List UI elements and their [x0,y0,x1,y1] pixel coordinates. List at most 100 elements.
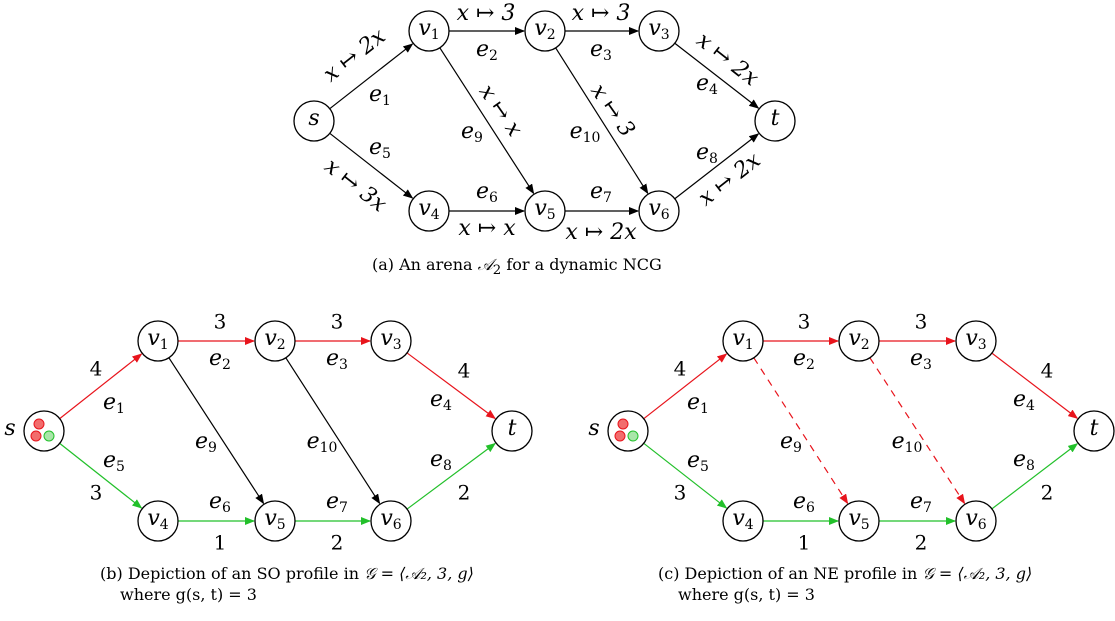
edge-label-e3: e3 [590,37,612,64]
edge-label-e8: e8 [696,140,718,167]
caption-a-suffix: for a dynamic NCG [501,255,662,274]
edge-e9 [753,357,849,505]
edge-label-e7: e7 [910,489,932,516]
caption-c-where: where g(s, t) = 3 [678,585,815,604]
node-v4 [137,500,179,542]
edge-load-e4: 4 [458,359,471,383]
edge-load-e4: 4 [1041,359,1054,383]
node-v4 [722,500,764,542]
edge-e8 [406,442,496,510]
edge-label-e8: e8 [430,447,452,474]
node-v5 [524,190,566,232]
caption-b: (b) Depiction of an SO profile in 𝒢 = ⟨𝒜… [100,563,474,605]
node-v6 [955,500,997,542]
caption-b-where: where g(s, t) = 3 [120,585,257,604]
edge-load-e1: 4 [674,357,687,381]
edge-e9 [168,357,265,505]
node-label-t: t [771,106,780,131]
edge-label-e6: e6 [209,489,231,516]
edge-label-e1: e1 [369,82,391,109]
edge-e8 [991,443,1079,510]
player-token-red [617,418,629,430]
edge-load-e2: 3 [798,310,811,334]
edge-label-e9: e9 [780,429,802,456]
edge-load-e6: 1 [798,531,811,555]
node-v2 [524,10,566,52]
edge-label-e5: e5 [687,448,709,475]
edge-label-e7: e7 [590,179,612,206]
node-label-s: s [4,416,15,441]
caption-b-prefix: (b) Depiction of an SO profile in [100,564,365,583]
edge-label-e10: e10 [307,429,338,456]
caption-a: (a) An arena 𝒜2 for a dynamic NCG [372,254,662,281]
edge-e5 [643,442,728,509]
node-v1 [408,10,450,52]
edge-label-e3: e3 [910,346,932,373]
node-s [293,100,335,142]
edge-e1 [329,43,414,110]
edge-label-e9: e9 [461,119,483,146]
node-v1 [137,320,179,362]
edge-e1 [643,353,728,420]
edge-load-e3: 3 [331,310,344,334]
edge-e5 [329,132,414,199]
player-token-red [30,430,42,442]
edge-load-e6: 1 [214,531,227,555]
node-v4 [408,190,450,232]
node-v5 [254,500,296,542]
edge-label-e10: e10 [570,119,601,146]
node-v2 [838,320,880,362]
player-token-green [627,430,639,442]
edge-cost-e7: x ↦ 2x [565,220,637,245]
edge-e10 [869,357,966,505]
player-token-red [614,430,626,442]
edge-load-e1: 4 [90,357,103,381]
edge-load-e8: 2 [1041,481,1054,505]
node-label-s: s [308,106,319,131]
edge-label-e5: e5 [369,135,391,162]
node-s [607,410,649,452]
edge-label-e4: e4 [1013,387,1035,414]
edge-label-e6: e6 [476,179,498,206]
node-v6 [370,500,412,542]
caption-c-prefix: (c) Depiction of an NE profile in [658,564,923,583]
edge-cost-e3: x ↦ 3 [572,1,631,26]
node-v6 [638,190,680,232]
edge-label-e2: e2 [793,346,815,373]
edge-load-e5: 3 [90,481,103,505]
node-s [23,410,65,452]
player-token-red [33,418,45,430]
node-label-t: t [508,416,517,441]
node-t [754,100,796,142]
edge-cost-e1: x ↦ 2x [319,23,391,87]
edge-load-e5: 3 [674,481,687,505]
edge-label-e8: e8 [1013,447,1035,474]
node-v2 [254,320,296,362]
edge-load-e7: 2 [331,531,344,555]
node-t [1073,410,1115,452]
edge-e4 [406,352,496,420]
edge-cost-e6: x ↦ x [458,216,516,241]
node-v3 [955,320,997,362]
edge-e8 [674,133,760,200]
edge-e10 [285,357,381,505]
edge-label-e2: e2 [476,37,498,64]
edge-e1 [59,353,143,420]
edge-e4 [991,352,1079,419]
edge-label-e3: e3 [326,346,348,373]
edge-cost-e5: x ↦ 3x [320,154,392,218]
edge-label-e7: e7 [326,489,348,516]
edge-label-e6: e6 [793,489,815,516]
edge-e9 [439,47,535,195]
node-t [491,410,533,452]
edge-load-e2: 3 [214,310,227,334]
edge-e4 [674,42,760,109]
edge-label-e5: e5 [103,448,125,475]
caption-c: (c) Depiction of an NE profile in 𝒢 = ⟨𝒜… [658,563,1032,605]
node-label-t: t [1090,416,1099,441]
node-v3 [638,10,680,52]
